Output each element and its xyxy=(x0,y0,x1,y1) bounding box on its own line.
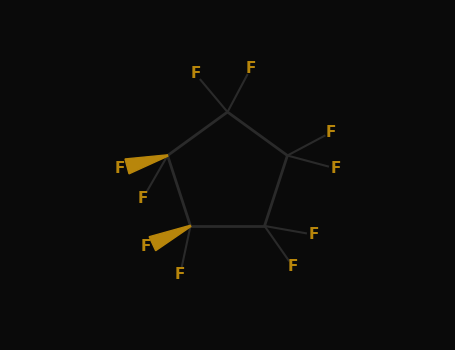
Text: F: F xyxy=(288,259,298,274)
Polygon shape xyxy=(149,225,191,251)
Text: F: F xyxy=(326,125,337,140)
Text: F: F xyxy=(330,161,341,176)
Text: F: F xyxy=(246,61,256,76)
Text: F: F xyxy=(137,191,148,206)
Text: F: F xyxy=(140,239,151,254)
Text: F: F xyxy=(114,161,125,176)
Text: F: F xyxy=(175,267,185,282)
Text: F: F xyxy=(308,227,318,242)
Text: F: F xyxy=(190,66,201,82)
Polygon shape xyxy=(125,155,168,174)
